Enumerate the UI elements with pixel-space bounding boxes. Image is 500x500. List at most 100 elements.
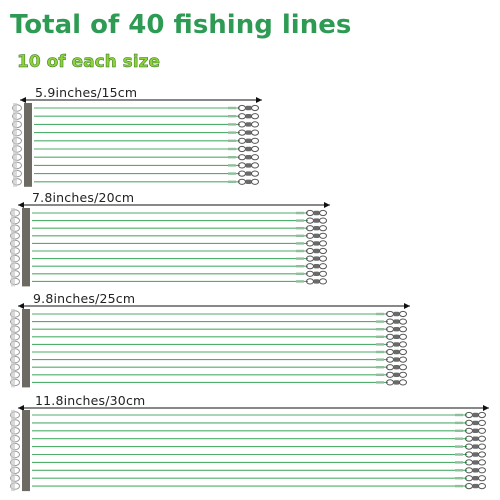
- swivel-ring: [319, 278, 327, 285]
- crimp: [296, 272, 304, 275]
- swivel-barrel: [393, 327, 400, 332]
- crimp: [455, 445, 463, 448]
- leader-bundle-4: [10, 405, 489, 492]
- crimp: [376, 366, 384, 369]
- swivel-barrel: [393, 380, 400, 385]
- crimp: [376, 381, 384, 384]
- leader-line: [10, 363, 407, 371]
- leader-bundle-1: [12, 97, 262, 187]
- swivel-barrel: [393, 349, 400, 355]
- swivel-barrel: [393, 357, 400, 362]
- swivel-barrel: [313, 271, 320, 276]
- leader-line: [12, 112, 259, 120]
- swivel-barrel: [313, 279, 320, 284]
- swivel-ring: [319, 232, 327, 239]
- snap-stack: [11, 208, 15, 287]
- crimp: [228, 131, 236, 134]
- swivel-ring: [478, 475, 486, 482]
- crimp: [296, 280, 304, 283]
- leader-line: [10, 348, 407, 356]
- swivel-ring: [319, 263, 327, 270]
- swivel-ring: [251, 137, 259, 144]
- swivel-ring: [478, 435, 486, 442]
- swivel-barrel: [245, 122, 252, 127]
- crimp: [376, 328, 384, 331]
- swivel-ring: [251, 104, 259, 112]
- bundle-length-label-4: 11.8inches/30cm: [35, 393, 146, 408]
- crimp-sleeve-block: [24, 103, 32, 187]
- leader-line: [12, 161, 259, 170]
- crimp: [228, 123, 236, 126]
- swivel-barrel: [472, 444, 479, 449]
- swivel-barrel: [393, 342, 400, 347]
- swivel-barrel: [472, 412, 479, 418]
- swivel-barrel: [245, 114, 252, 119]
- swivel-barrel: [245, 138, 252, 143]
- crimp: [228, 115, 236, 118]
- leader-line: [10, 239, 327, 248]
- crimp: [455, 461, 463, 464]
- swivel-barrel: [245, 146, 252, 152]
- swivel-ring: [251, 129, 259, 136]
- leader-line: [12, 153, 259, 161]
- leader-line: [10, 474, 486, 482]
- leader-line: [10, 232, 327, 240]
- crimp-sleeve-block: [22, 208, 30, 287]
- leader-bundle-2: [10, 202, 330, 287]
- crimp: [296, 219, 304, 222]
- crimp: [376, 358, 384, 361]
- crimp: [228, 172, 236, 175]
- swivel-ring: [399, 356, 407, 363]
- crimp: [296, 249, 304, 253]
- swivel-ring: [399, 348, 407, 356]
- swivel-ring: [319, 225, 327, 232]
- swivel-barrel: [472, 436, 479, 441]
- leader-line: [10, 262, 327, 270]
- arrow-head-left: [18, 405, 24, 411]
- crimp: [455, 477, 463, 480]
- leader-line: [10, 270, 327, 278]
- swivel-ring: [319, 255, 327, 262]
- arrow-head-left: [20, 97, 26, 103]
- crimp: [228, 147, 236, 151]
- crimp-sleeve-block: [22, 309, 30, 388]
- crimp: [296, 257, 304, 260]
- leader-line: [10, 310, 407, 318]
- swivel-barrel: [313, 218, 320, 223]
- swivel-ring: [319, 209, 327, 217]
- leader-line: [10, 419, 486, 427]
- crimp-sleeve-block: [22, 410, 30, 492]
- leader-line: [10, 442, 486, 451]
- leader-line: [10, 325, 407, 333]
- arrow-head-right: [483, 405, 489, 411]
- swivel-barrel: [245, 130, 252, 135]
- swivel-barrel: [472, 420, 479, 426]
- crimp: [296, 242, 304, 245]
- leader-line: [10, 371, 407, 379]
- bundle-length-label-2: 7.8inches/20cm: [32, 190, 135, 205]
- crimp: [296, 211, 304, 215]
- snap-stack: [13, 103, 17, 187]
- swivel-ring: [251, 154, 259, 161]
- swivel-barrel: [393, 365, 400, 370]
- swivel-barrel: [245, 163, 252, 168]
- swivel-ring: [319, 217, 327, 224]
- bundle-length-label-1: 5.9inches/15cm: [35, 85, 138, 100]
- page-subtitle: 10 of each size: [17, 52, 161, 73]
- swivel-barrel: [472, 483, 479, 489]
- arrow-head-left: [18, 303, 24, 309]
- crimp: [376, 343, 384, 346]
- leader-bundle-3: [10, 303, 410, 388]
- leader-line: [12, 120, 259, 129]
- swivel-barrel: [313, 264, 320, 269]
- crimp: [376, 312, 384, 316]
- swivel-barrel: [245, 171, 252, 176]
- crimp: [228, 106, 236, 110]
- swivel-ring: [251, 145, 259, 153]
- arrow-head-left: [18, 202, 24, 208]
- swivel-barrel: [393, 334, 400, 339]
- swivel-barrel: [393, 372, 400, 377]
- leader-line: [12, 128, 259, 137]
- leader-line: [10, 466, 486, 475]
- leader-line: [12, 104, 259, 112]
